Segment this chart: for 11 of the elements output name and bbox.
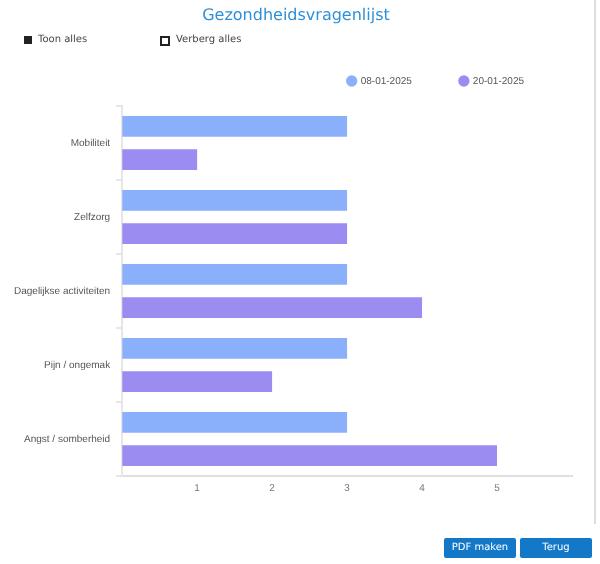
bar (122, 371, 273, 392)
bar (122, 190, 348, 211)
chart-title: Gezondheidsvragenlijst (200, 6, 392, 24)
bar (122, 264, 348, 285)
bar (122, 445, 498, 466)
bar (122, 223, 348, 244)
bar (122, 412, 348, 433)
bar (122, 297, 423, 318)
bar (122, 149, 198, 170)
bar (122, 338, 348, 359)
bar (122, 116, 348, 137)
